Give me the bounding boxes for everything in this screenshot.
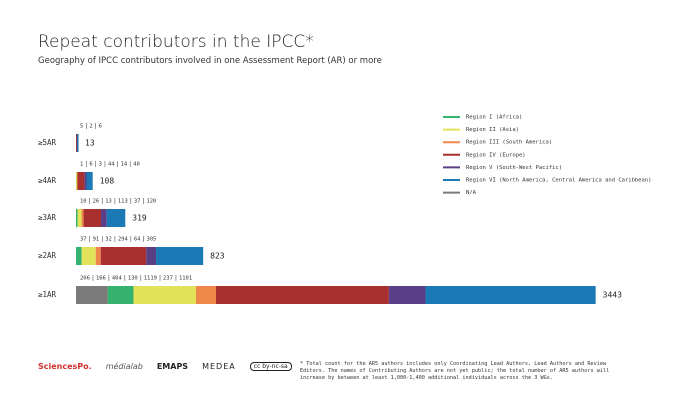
category-label: ≥4AR	[38, 176, 57, 185]
bar-segment	[388, 286, 426, 304]
total-label: 823	[210, 252, 225, 261]
legend-label: Region II (Asia)	[466, 127, 519, 133]
bar-segment	[77, 209, 82, 227]
segment-label: 166	[96, 276, 106, 282]
legend-label: Region I (Africa)	[466, 115, 522, 121]
segment-label: 37	[80, 237, 87, 243]
bar-segment	[95, 247, 101, 265]
bar-segment	[133, 286, 196, 304]
logo: EMAPS	[156, 362, 189, 371]
bar-segment	[76, 209, 78, 227]
segment-label: 1101	[179, 276, 192, 282]
footnote: * Total count for the AR5 authors includ…	[300, 361, 610, 381]
bar-segment	[84, 172, 87, 190]
bar-segment	[156, 247, 204, 265]
bar-segment	[77, 134, 79, 152]
total-label: 319	[132, 214, 147, 223]
segment-label: 40	[133, 162, 140, 168]
bar-segment	[195, 286, 216, 304]
bar-segment	[76, 286, 108, 304]
segment-label: 13	[105, 199, 112, 205]
logo: MEDEA	[202, 362, 236, 371]
segment-label: 3	[99, 162, 102, 168]
bar-segment	[86, 172, 93, 190]
segment-label: 37	[134, 199, 141, 205]
legend-label: Region III (South America)	[466, 140, 552, 146]
segment-label: 130	[128, 276, 138, 282]
bar-segment	[77, 172, 85, 190]
segment-label: 294	[118, 237, 129, 243]
bar-segment	[425, 286, 596, 304]
total-label: 13	[85, 139, 95, 148]
total-label: 108	[100, 177, 115, 186]
segment-label: 26	[93, 199, 100, 205]
segment-label: 32	[105, 237, 112, 243]
segment-label: 44	[108, 162, 115, 168]
segment-label: 5	[80, 124, 83, 130]
segment-label: 305	[146, 237, 156, 243]
total-label: 3443	[603, 291, 622, 300]
logo: médialab	[105, 362, 143, 371]
logo: SciencesPo.	[38, 362, 92, 371]
segment-label: 113	[118, 199, 128, 205]
legend-label: Region IV (Europe)	[466, 152, 526, 158]
legend-label: Region V (South-West Pacific)	[466, 165, 562, 171]
segment-label: 64	[134, 237, 141, 243]
category-label: ≥2AR	[38, 251, 57, 260]
bar-segment	[106, 209, 126, 227]
chart-title: Repeat contributors in the IPCC*	[38, 32, 314, 52]
category-label: ≥1AR	[38, 290, 57, 299]
bar-segment	[83, 209, 102, 227]
category-label: ≥5AR	[38, 138, 57, 147]
segment-label: 1119	[144, 276, 157, 282]
category-label: ≥3AR	[38, 213, 57, 222]
legend-label: Region VI (North America, Central Americ…	[466, 178, 651, 184]
segment-label: 10	[80, 199, 87, 205]
chart-subtitle: Geography of IPCC contributors involved …	[38, 56, 382, 66]
bar-segment	[146, 247, 157, 265]
segment-label: 206	[80, 276, 90, 282]
bar-segment	[81, 209, 84, 227]
segment-label: 237	[163, 276, 173, 282]
segment-label: 14	[121, 162, 128, 168]
bar-segment	[81, 247, 96, 265]
segment-label: 2	[89, 124, 92, 130]
logo: cc by-nc-sa	[249, 362, 292, 371]
bar-segment	[76, 172, 78, 190]
segment-label: 6	[99, 124, 102, 130]
bar-segment	[107, 286, 134, 304]
segment-label: 6	[89, 162, 92, 168]
bar-segment	[100, 247, 147, 265]
segment-label: 91	[93, 237, 100, 243]
segment-label: 1	[80, 162, 83, 168]
legend-label: N/A	[466, 190, 477, 196]
bar-segment	[76, 134, 78, 152]
bar-segment	[101, 209, 107, 227]
bar-segment	[215, 286, 389, 304]
segment-label: 404	[112, 276, 123, 282]
logos: SciencesPo. médialab EMAPS MEDEA cc by-n…	[38, 362, 292, 371]
bar-segment	[76, 247, 82, 265]
segment-label: 120	[146, 199, 156, 205]
